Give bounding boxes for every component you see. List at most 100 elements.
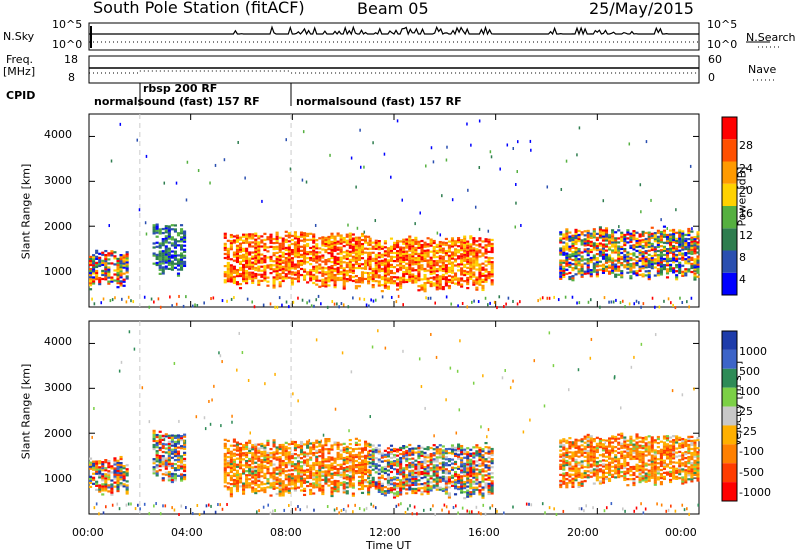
echo-cell bbox=[475, 486, 479, 489]
echo-cell bbox=[472, 454, 476, 457]
echo-cell bbox=[389, 251, 394, 254]
echo-cell bbox=[242, 253, 246, 257]
echo-cell bbox=[408, 464, 412, 467]
echo-cell bbox=[389, 470, 394, 474]
echo-cell bbox=[92, 276, 96, 279]
echo-cell bbox=[478, 483, 482, 486]
echo-cell bbox=[457, 465, 461, 468]
echo-cell bbox=[299, 233, 304, 236]
echo-cell bbox=[296, 241, 301, 245]
echo-cell bbox=[374, 269, 378, 273]
echo-cell bbox=[336, 445, 340, 448]
echo-cell bbox=[167, 475, 171, 478]
echo-cell bbox=[275, 446, 279, 449]
echo-cell bbox=[601, 271, 606, 274]
echo-cell bbox=[107, 276, 111, 279]
echo-cell bbox=[696, 275, 700, 278]
echo-cell bbox=[321, 492, 325, 496]
echo-cell bbox=[565, 254, 569, 257]
echo-cell bbox=[238, 473, 243, 476]
echo-cell bbox=[238, 256, 243, 259]
echo-cell bbox=[460, 247, 464, 250]
echo-cell bbox=[173, 454, 177, 458]
echo-cell bbox=[92, 258, 96, 261]
echo-cell bbox=[360, 277, 365, 280]
echo-cell bbox=[417, 289, 421, 292]
echo-cell bbox=[95, 484, 99, 487]
echo-cell bbox=[158, 454, 162, 458]
echo-cell bbox=[420, 278, 424, 281]
echo-cell bbox=[345, 490, 349, 493]
echo-cell bbox=[348, 258, 352, 262]
echo-cell bbox=[183, 264, 187, 268]
echo-cell bbox=[161, 442, 165, 446]
echo-cell bbox=[647, 275, 651, 279]
echo-cell bbox=[368, 253, 372, 257]
echo-cell bbox=[438, 452, 442, 455]
echo-cell bbox=[164, 235, 168, 238]
echo-cell bbox=[266, 443, 270, 446]
echo-cell bbox=[681, 252, 685, 255]
echo-cell bbox=[641, 265, 645, 268]
echo-cell bbox=[463, 470, 467, 474]
sparse-echo bbox=[419, 211, 421, 215]
echo-cell bbox=[260, 261, 264, 264]
echo-cell bbox=[342, 467, 346, 470]
echo-cell bbox=[354, 285, 358, 288]
echo-cell bbox=[684, 258, 688, 261]
echo-cell bbox=[577, 235, 581, 239]
echo-cell bbox=[269, 245, 273, 248]
echo-cell bbox=[408, 462, 412, 465]
echo-cell bbox=[665, 276, 670, 279]
echo-cell bbox=[457, 251, 461, 254]
echo-cell bbox=[380, 253, 384, 256]
echo-cell bbox=[183, 443, 187, 446]
echo-cell bbox=[478, 448, 482, 451]
echo-cell bbox=[441, 463, 445, 466]
echo-cell bbox=[260, 454, 264, 458]
echo-cell bbox=[383, 453, 387, 456]
echo-cell bbox=[681, 240, 685, 243]
echo-cell bbox=[644, 262, 648, 265]
echo-cell bbox=[351, 265, 355, 268]
echo-cell bbox=[420, 493, 424, 496]
echo-cell bbox=[312, 445, 316, 449]
echo-cell bbox=[453, 470, 458, 474]
echo-cell bbox=[357, 246, 362, 249]
echo-cell bbox=[278, 277, 282, 280]
echo-cell bbox=[324, 474, 328, 477]
echo-cell bbox=[672, 259, 676, 262]
echo-cell bbox=[444, 278, 448, 281]
echo-cell bbox=[402, 467, 406, 470]
echo-cell bbox=[342, 281, 346, 284]
echo-cell bbox=[95, 249, 99, 252]
echo-cell bbox=[299, 461, 304, 464]
echo-cell bbox=[423, 461, 427, 465]
echo-cell bbox=[269, 452, 273, 455]
echo-cell bbox=[119, 254, 123, 257]
echo-cell bbox=[414, 481, 418, 485]
echo-cell bbox=[396, 460, 400, 463]
echo-cell bbox=[354, 455, 358, 459]
echo-cell bbox=[405, 453, 409, 457]
echo-cell bbox=[318, 279, 322, 282]
echo-cell bbox=[318, 271, 322, 274]
echo-cell bbox=[125, 259, 129, 262]
echo-cell bbox=[152, 226, 156, 229]
echo-cell bbox=[312, 249, 316, 252]
echo-cell bbox=[481, 450, 485, 453]
echo-cell bbox=[360, 455, 365, 458]
echo-cell bbox=[444, 470, 448, 473]
echo-cell bbox=[629, 232, 633, 235]
echo-cell bbox=[611, 239, 615, 242]
echo-cell bbox=[472, 259, 476, 262]
echo-cell bbox=[457, 443, 461, 446]
echo-cell bbox=[481, 456, 485, 459]
echo-cell bbox=[377, 274, 381, 277]
echo-cell bbox=[571, 252, 575, 256]
echo-cell bbox=[411, 469, 415, 472]
echo-cell bbox=[176, 440, 181, 443]
echo-cell bbox=[684, 254, 688, 257]
echo-cell bbox=[632, 246, 636, 249]
echo-cell bbox=[354, 238, 358, 241]
